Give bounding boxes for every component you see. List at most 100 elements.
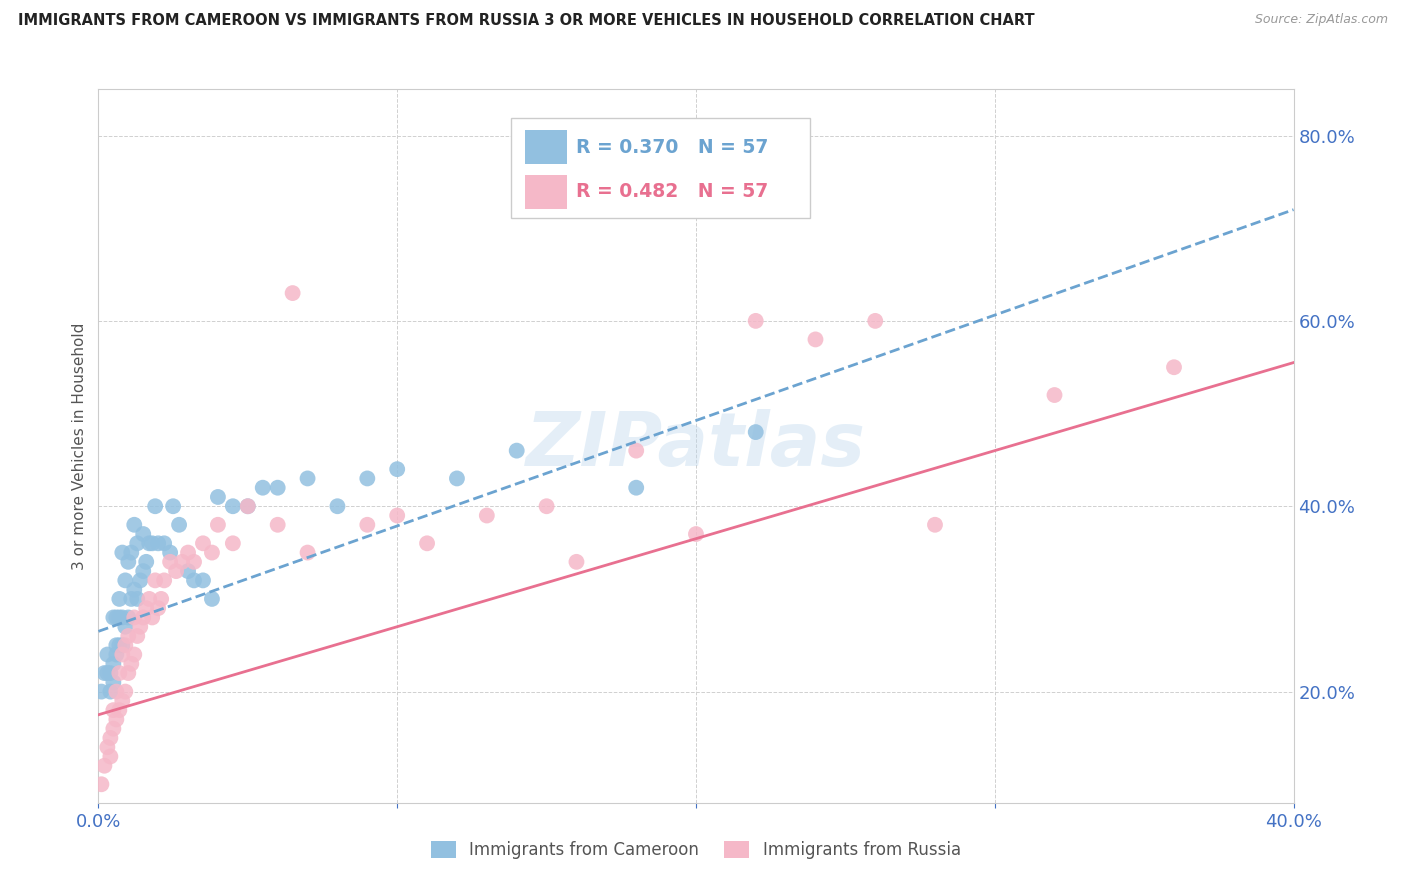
Y-axis label: 3 or more Vehicles in Household: 3 or more Vehicles in Household (72, 322, 87, 570)
Point (93, 758, 115, 772)
Point (135, 555, 157, 569)
Point (105, 712, 128, 726)
Point (177, 564, 200, 578)
Point (120, 591, 142, 606)
Text: IMMIGRANTS FROM CAMEROON VS IMMIGRANTS FROM RUSSIA 3 OR MORE VEHICLES IN HOUSEHO: IMMIGRANTS FROM CAMEROON VS IMMIGRANTS F… (18, 13, 1035, 29)
Point (685, 527, 707, 541)
Point (252, 481, 274, 495)
Point (153, 536, 176, 550)
Point (267, 517, 290, 532)
Point (108, 610, 131, 624)
Point (103, 722, 125, 736)
Point (127, 591, 149, 606)
Point (141, 536, 163, 550)
Point (267, 481, 290, 495)
Point (98, 666, 122, 681)
Point (111, 545, 134, 559)
Point (177, 545, 200, 559)
Point (96, 648, 118, 662)
Point (127, 536, 149, 550)
Text: ZIPatlas: ZIPatlas (526, 409, 866, 483)
Point (98, 749, 122, 764)
Point (96, 666, 118, 681)
Point (536, 500, 558, 514)
Point (105, 610, 128, 624)
Point (120, 657, 142, 671)
Point (191, 574, 214, 588)
Point (132, 564, 155, 578)
Point (114, 574, 136, 588)
Point (626, 481, 648, 495)
Point (865, 314, 887, 328)
Point (356, 517, 378, 532)
Bar (524, 130, 567, 164)
Point (626, 443, 648, 458)
Point (159, 555, 181, 569)
Point (120, 545, 142, 559)
Point (326, 500, 349, 514)
Point (385, 462, 409, 476)
Bar (524, 175, 567, 209)
Point (148, 601, 170, 615)
Point (172, 555, 194, 569)
Point (105, 638, 128, 652)
Point (111, 638, 134, 652)
Point (124, 610, 146, 624)
Point (207, 517, 229, 532)
Text: Source: ZipAtlas.com: Source: ZipAtlas.com (1254, 13, 1388, 27)
Point (98, 731, 122, 745)
Point (201, 545, 224, 559)
Point (135, 601, 157, 615)
Point (1163, 360, 1185, 375)
Point (236, 500, 259, 514)
Point (183, 555, 205, 569)
Point (90, 684, 112, 698)
Point (416, 536, 439, 550)
Point (105, 684, 128, 698)
Point (924, 517, 946, 532)
FancyBboxPatch shape (510, 118, 810, 218)
Point (138, 536, 160, 550)
Point (111, 694, 134, 708)
Point (124, 648, 146, 662)
Point (236, 500, 259, 514)
Point (159, 545, 181, 559)
Point (162, 500, 184, 514)
Point (132, 610, 155, 624)
Point (129, 574, 152, 588)
Point (207, 490, 229, 504)
Point (108, 703, 131, 717)
Point (297, 545, 319, 559)
Point (150, 591, 173, 606)
Point (117, 610, 139, 624)
Point (117, 666, 139, 681)
Point (1043, 388, 1066, 402)
Text: R = 0.370   N = 57: R = 0.370 N = 57 (576, 137, 769, 156)
Point (108, 638, 131, 652)
Point (475, 508, 498, 523)
Point (222, 536, 245, 550)
Point (108, 666, 131, 681)
Point (127, 629, 149, 643)
Point (90, 777, 112, 791)
Point (297, 471, 319, 485)
Point (281, 286, 304, 301)
Point (745, 314, 768, 328)
Point (506, 443, 529, 458)
Point (114, 684, 136, 698)
Point (141, 610, 163, 624)
Point (124, 582, 146, 597)
Point (132, 527, 155, 541)
Point (167, 517, 190, 532)
Point (143, 574, 166, 588)
Point (103, 703, 125, 717)
Point (103, 675, 125, 690)
Point (114, 638, 136, 652)
Point (165, 564, 187, 578)
Text: R = 0.482   N = 57: R = 0.482 N = 57 (576, 183, 769, 202)
Legend: Immigrants from Cameroon, Immigrants from Russia: Immigrants from Cameroon, Immigrants fro… (425, 834, 967, 866)
Point (117, 555, 139, 569)
Point (129, 620, 152, 634)
Point (93, 666, 115, 681)
Point (108, 591, 131, 606)
